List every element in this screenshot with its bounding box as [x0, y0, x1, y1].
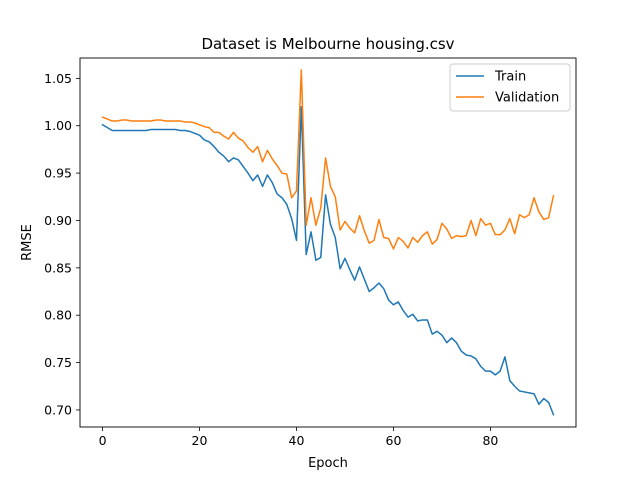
x-tick-label: 60 — [386, 433, 402, 448]
series-line-train — [101, 106, 555, 416]
y-tick-label: 0.95 — [44, 166, 72, 181]
plot-frame — [79, 57, 577, 428]
x-axis: 0 20 40 60 80 — [99, 427, 498, 448]
y-axis-label: RMSE — [20, 224, 35, 261]
y-tick-label: 0.90 — [44, 213, 72, 228]
y-tick-label: 0.70 — [44, 402, 72, 417]
legend-label-validation: Validation — [495, 91, 559, 106]
x-tick-label: 0 — [99, 433, 107, 448]
y-tick-label: 0.75 — [44, 355, 72, 370]
x-tick-label: 40 — [289, 433, 305, 448]
series-line-validation — [101, 69, 555, 250]
y-tick-label: 0.80 — [44, 308, 72, 323]
x-tick-label: 20 — [192, 433, 208, 448]
plot-content — [101, 69, 555, 416]
legend: Train Validation — [449, 63, 571, 112]
chart-title: Dataset is Melbourne housing.csv — [201, 35, 454, 53]
y-tick-label: 1.05 — [44, 71, 72, 86]
y-tick-label: 0.85 — [44, 260, 72, 275]
x-axis-label: Epoch — [308, 456, 348, 471]
x-tick-label: 80 — [482, 433, 498, 448]
legend-label-train: Train — [494, 70, 526, 85]
y-tick-label: 1.00 — [44, 118, 72, 133]
y-axis: 0.70 0.75 0.80 0.85 0.90 0.95 1.00 1.05 — [44, 71, 80, 417]
